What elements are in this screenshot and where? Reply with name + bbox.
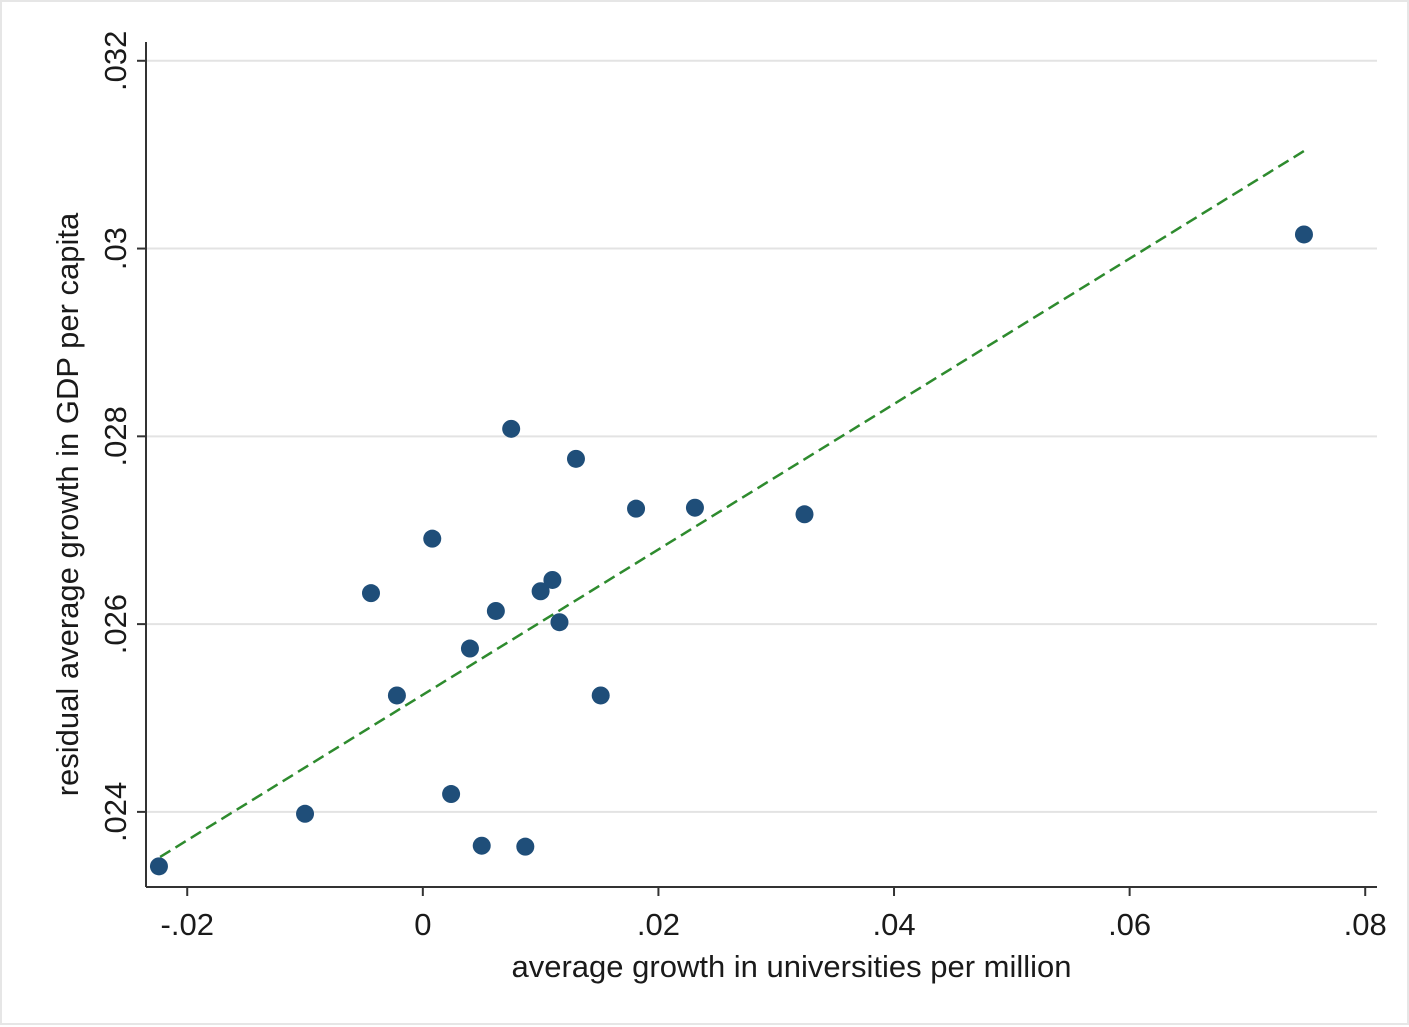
fit-line	[159, 147, 1310, 859]
y-tick-label-0: .024	[98, 782, 133, 842]
scatter-point-0	[149, 857, 168, 876]
x-tick-label-1: 0	[414, 907, 431, 942]
x-tick-label-4: .06	[1108, 907, 1151, 942]
scatter-point-19	[1294, 225, 1313, 244]
y-tick-label-4: .032	[98, 31, 133, 91]
scatter-point-1	[296, 804, 315, 823]
scatter-point-14	[566, 449, 585, 468]
scatter-point-12	[543, 570, 562, 589]
y-tick-label-3: .03	[98, 227, 133, 270]
scatter-point-8	[486, 601, 505, 620]
scatter-point-5	[442, 785, 461, 804]
scatter-point-15	[591, 686, 610, 705]
scatter-point-13	[550, 613, 569, 632]
fit-line-layer	[159, 147, 1310, 859]
scatter-point-16	[627, 499, 646, 518]
scatter-point-4	[423, 529, 442, 548]
y-tick-label-2: .028	[98, 406, 133, 466]
scatter-point-9	[502, 419, 521, 438]
x-axis-title: average growth in universities per milli…	[512, 949, 1072, 984]
scatter-point-17	[685, 498, 704, 517]
axes	[137, 42, 1377, 896]
y-tick-label-1: .026	[98, 594, 133, 654]
x-tick-label-0: -.02	[161, 907, 214, 942]
scatter-point-7	[472, 836, 491, 855]
points-layer	[149, 225, 1313, 876]
scatter-point-2	[361, 584, 380, 603]
tick-labels: .024 .026 .028 .03 .032 -.02 0 .02 .04 .06 .08	[98, 31, 1387, 942]
scatter-point-3	[387, 686, 406, 705]
scatter-point-11	[531, 582, 550, 601]
scatter-point-18	[795, 505, 814, 524]
x-tick-label-2: .02	[637, 907, 680, 942]
scatter-point-6	[460, 639, 479, 658]
x-tick-label-3: .04	[872, 907, 915, 942]
y-axis-title: residual average growth in GDP per capit…	[50, 212, 85, 796]
x-tick-label-5: .08	[1344, 907, 1387, 942]
grid-lines	[146, 59, 1377, 813]
scatter-point-10	[516, 837, 535, 856]
